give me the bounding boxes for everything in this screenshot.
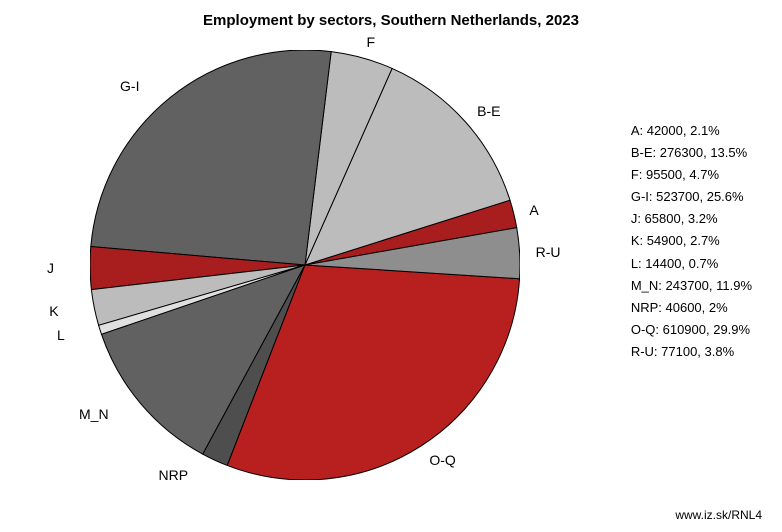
- chart-title: Employment by sectors, Southern Netherla…: [203, 12, 579, 29]
- slice-label-a: A: [529, 202, 538, 218]
- legend-entry-l: L: 14400, 0.7%: [631, 253, 752, 275]
- slice-label-l: L: [57, 327, 65, 343]
- slice-label-m-n: M_N: [79, 406, 109, 422]
- slice-label-o-q: O-Q: [429, 452, 455, 468]
- slice-label-r-u: R-U: [536, 244, 561, 260]
- legend-entry-a: A: 42000, 2.1%: [631, 120, 752, 142]
- pie-chart: [90, 50, 520, 480]
- slice-label-k: K: [49, 303, 58, 319]
- legend-entry-g-i: G-I: 523700, 25.6%: [631, 186, 752, 208]
- legend-entry-o-q: O-Q: 610900, 29.9%: [631, 319, 752, 341]
- legend-entry-j: J: 65800, 3.2%: [631, 208, 752, 230]
- source-link: www.iz.sk/RNL4: [675, 508, 762, 522]
- legend-entry-r-u: R-U: 77100, 3.8%: [631, 341, 752, 363]
- slice-label-f: F: [367, 34, 376, 50]
- slice-label-j: J: [47, 260, 54, 276]
- legend-entry-f: F: 95500, 4.7%: [631, 164, 752, 186]
- slice-label-g-i: G-I: [120, 78, 139, 94]
- slice-label-nrp: NRP: [159, 467, 189, 483]
- legend: A: 42000, 2.1%B-E: 276300, 13.5%F: 95500…: [631, 120, 752, 363]
- legend-entry-b-e: B-E: 276300, 13.5%: [631, 142, 752, 164]
- slice-label-b-e: B-E: [477, 103, 500, 119]
- legend-entry-nrp: NRP: 40600, 2%: [631, 297, 752, 319]
- legend-entry-m-n: M_N: 243700, 11.9%: [631, 275, 752, 297]
- legend-entry-k: K: 54900, 2.7%: [631, 230, 752, 252]
